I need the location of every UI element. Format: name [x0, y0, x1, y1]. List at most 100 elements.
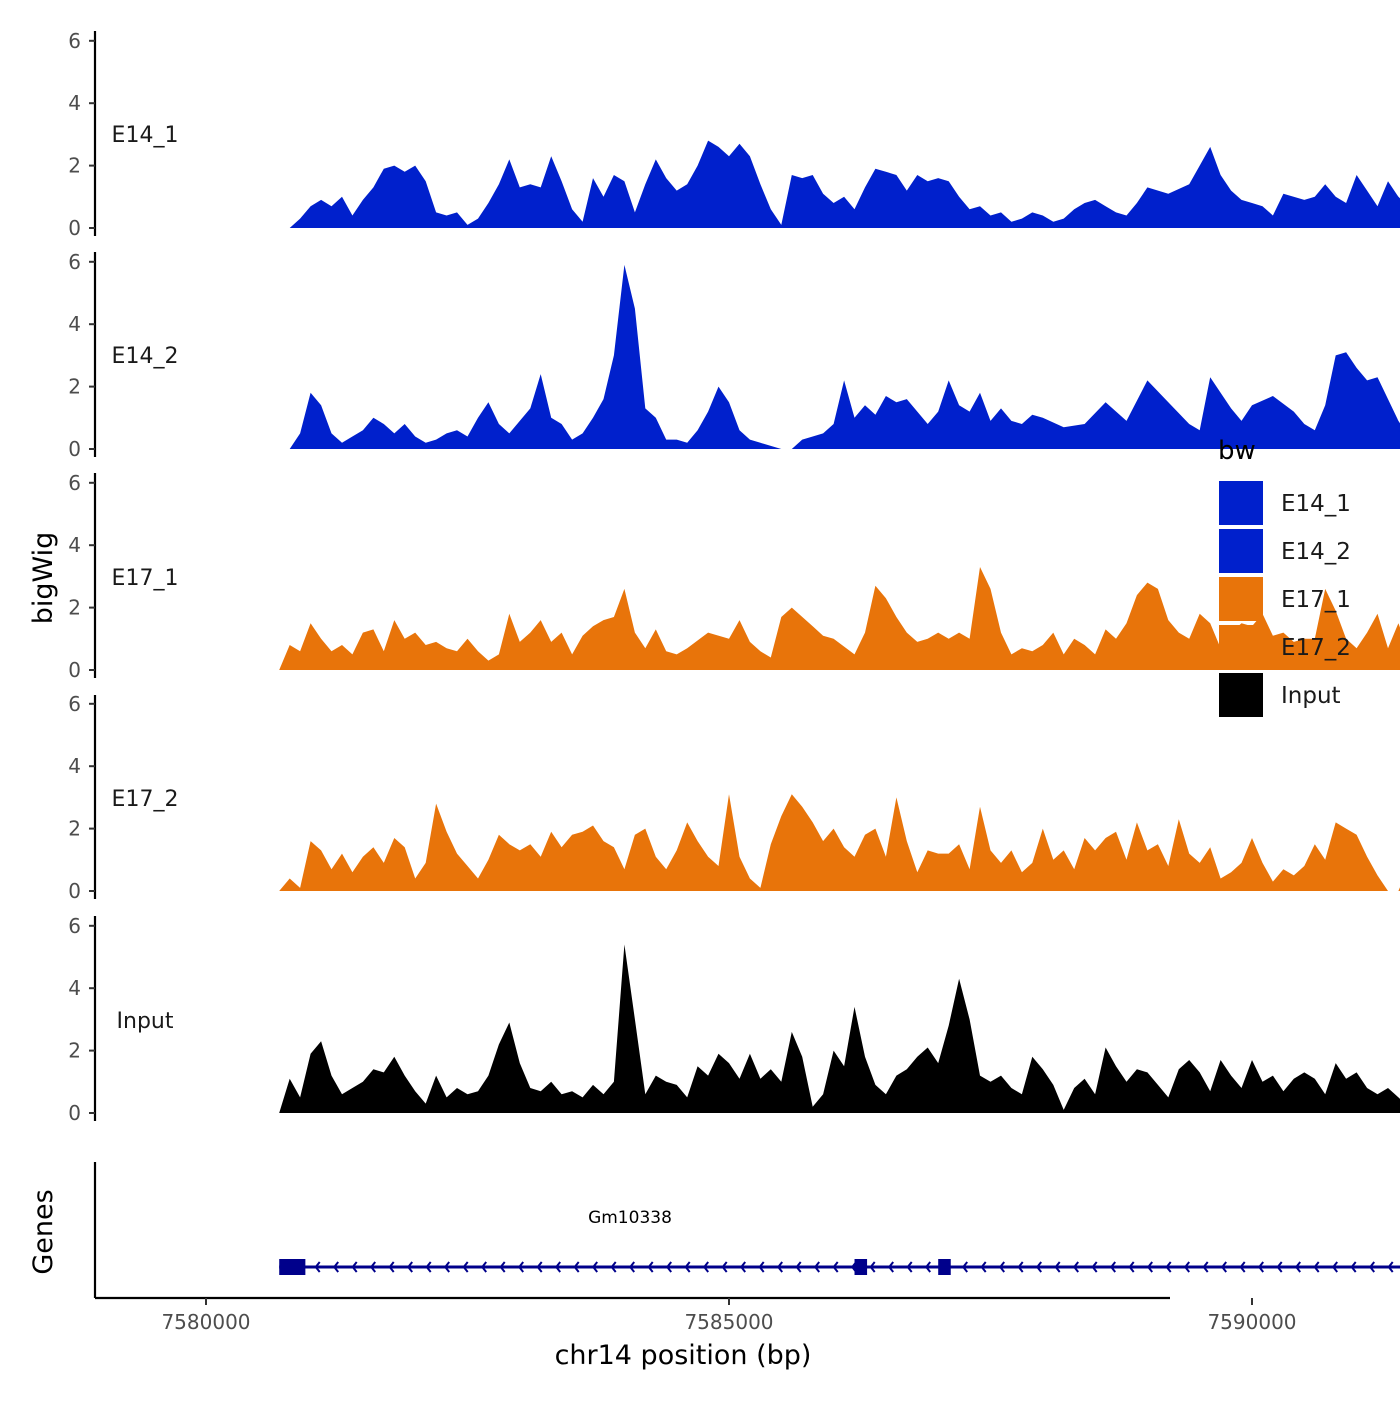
track-area-e17_2: [279, 794, 1400, 891]
legend-item-input: Input: [1219, 673, 1341, 717]
strand-chevron: [1091, 1261, 1098, 1273]
x-tick-label: 7580000: [161, 1310, 250, 1334]
track-area-e14_2: [289, 264, 1400, 449]
legend-item-e14_2: E14_2: [1219, 529, 1351, 573]
y-tick-label: 0: [68, 216, 81, 240]
strand-chevron: [573, 1261, 580, 1273]
y-tick-label: 4: [68, 533, 81, 557]
strand-chevron: [628, 1261, 636, 1273]
strand-chevron: [499, 1261, 506, 1273]
legend-label: E14_2: [1281, 539, 1351, 565]
track-label: E14_1: [112, 123, 179, 148]
y-axis-title: bigWig: [28, 532, 59, 625]
strand-chevron: [1017, 1261, 1024, 1273]
y-tick-label: 6: [68, 914, 81, 938]
x-tick-label: 7585000: [684, 1310, 773, 1334]
track-area-e14_1: [279, 140, 1400, 228]
strand-chevron: [1109, 1261, 1117, 1273]
x-tick-label: 7590000: [1207, 1310, 1296, 1334]
y-tick-label: 6: [68, 250, 81, 274]
y-tick-label: 0: [68, 437, 81, 461]
gene-label: Gm10338: [588, 1208, 672, 1228]
strand-chevron: [1257, 1261, 1265, 1273]
y-tick-label: 2: [68, 375, 81, 399]
track-e14_2: 0 2 4 6 E14_2: [68, 250, 1400, 461]
legend-title: bw: [1218, 436, 1256, 466]
strand-chevron: [739, 1261, 747, 1273]
strand-chevron: [1072, 1261, 1080, 1273]
y-tick-label: 2: [68, 596, 81, 620]
y-tick-label: 2: [68, 154, 81, 178]
gene-exon: [854, 1259, 868, 1275]
strand-chevron: [1054, 1261, 1061, 1273]
strand-chevron: [832, 1261, 839, 1273]
strand-chevron: [1331, 1261, 1339, 1273]
track-input: 0 2 4 6 Input: [68, 914, 1400, 1125]
strand-chevron: [795, 1261, 802, 1273]
y-tick-label: 4: [68, 754, 81, 778]
legend-label: E17_1: [1281, 587, 1351, 613]
strand-chevron: [647, 1261, 654, 1273]
y-tick-label: 6: [68, 29, 81, 53]
strand-chevron: [980, 1261, 987, 1273]
strand-chevron: [813, 1261, 821, 1273]
strand-chevron: [536, 1261, 543, 1273]
strand-chevron: [1183, 1261, 1191, 1273]
strand-chevron: [1165, 1261, 1172, 1273]
strand-chevron: [869, 1261, 876, 1273]
strand-chevron: [961, 1261, 969, 1273]
strand-chevron: [1368, 1261, 1376, 1273]
strand-chevron: [1239, 1261, 1246, 1273]
track-label: E17_2: [112, 787, 179, 812]
x-axis-title: chr14 position (bp): [555, 1340, 812, 1371]
strand-chevron: [758, 1261, 765, 1273]
strand-chevron: [665, 1261, 673, 1273]
legend-label: E14_1: [1281, 491, 1351, 517]
strand-chevron: [998, 1261, 1006, 1273]
strand-chevron: [610, 1261, 617, 1273]
strand-chevron: [1035, 1261, 1043, 1273]
strand-chevron: [388, 1261, 395, 1273]
strand-chevron: [1350, 1261, 1357, 1273]
gene-gm10338: Gm10338: [279, 1208, 1400, 1275]
strand-chevron: [906, 1261, 913, 1273]
strand-chevron: [554, 1261, 562, 1273]
strand-chevron: [314, 1261, 321, 1273]
strand-chevron: [480, 1261, 488, 1273]
y-tick-label: 0: [68, 658, 81, 682]
y-tick-label: 4: [68, 976, 81, 1000]
legend-item-e17_1: E17_1: [1219, 577, 1351, 621]
x-axis: 7580000758500075900007595000: [95, 1296, 1297, 1334]
track-e14_1: 0 2 4 6 E14_1: [68, 29, 1400, 240]
legend-swatch: [1219, 625, 1263, 669]
tracks-layer: 0 2 4 6 E14_1 0 2 4 6 E14_2 0 2 4 6 E17_1 0 2 4 6 E17_2 0 2 4 6…: [68, 29, 1400, 1125]
legend-swatch: [1219, 577, 1263, 621]
genes-panel: Gm10338: [93, 1162, 1400, 1298]
strand-chevron: [702, 1261, 710, 1273]
legend: bw E14_1 E14_2 E17_1 E17_2 Input: [1218, 436, 1351, 717]
y-tick-label: 2: [68, 817, 81, 841]
track-label: Input: [117, 1009, 174, 1034]
genes-axis-title: Genes: [28, 1189, 59, 1274]
gene-exon: [279, 1259, 306, 1275]
strand-chevron: [462, 1261, 469, 1273]
track-label: E17_1: [112, 566, 179, 591]
y-tick-label: 0: [68, 879, 81, 903]
legend-label: Input: [1281, 683, 1341, 709]
strand-chevron: [887, 1261, 895, 1273]
track-area-e17_1: [279, 567, 1400, 670]
y-tick-label: 4: [68, 91, 81, 115]
track-area-input: [279, 944, 1400, 1113]
strand-chevron: [406, 1261, 414, 1273]
strand-chevron: [1220, 1261, 1228, 1273]
strand-chevron: [721, 1261, 728, 1273]
track-e17_1: 0 2 4 6 E17_1: [68, 471, 1400, 682]
legend-swatch: [1219, 481, 1263, 525]
y-tick-label: 6: [68, 471, 81, 495]
strand-chevron: [1313, 1261, 1320, 1273]
track-label: E14_2: [112, 344, 179, 369]
strand-chevron: [1128, 1261, 1135, 1273]
track-e17_2: 0 2 4 6 E17_2: [68, 692, 1400, 903]
